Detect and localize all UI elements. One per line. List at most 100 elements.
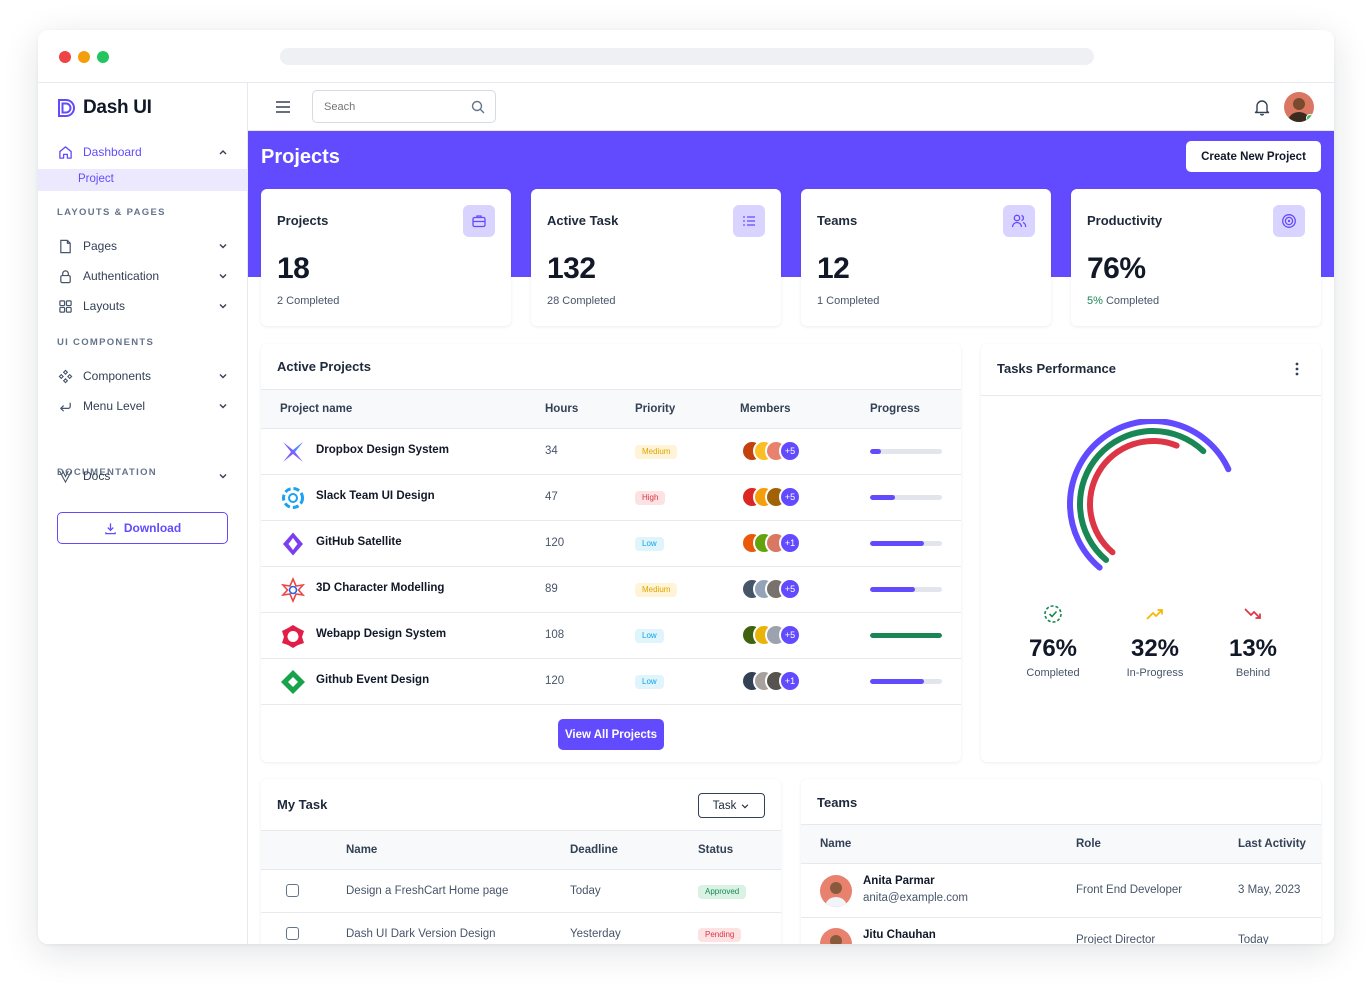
check-circle-icon xyxy=(1044,605,1062,623)
task-filter-dropdown[interactable]: Task xyxy=(698,793,765,818)
radial-ring-1 xyxy=(1076,428,1207,563)
card-title: Tasks Performance xyxy=(997,361,1116,376)
project-logo-icon xyxy=(280,576,306,604)
menu-toggle-icon[interactable] xyxy=(275,100,291,114)
task-checkbox[interactable] xyxy=(286,884,299,897)
address-bar[interactable] xyxy=(280,48,1094,65)
list-icon xyxy=(733,205,765,237)
maximize-window-button[interactable] xyxy=(97,51,109,63)
top-navbar xyxy=(248,83,1334,131)
perf-value: 76% xyxy=(1028,635,1078,662)
project-hours: 34 xyxy=(545,445,558,457)
minimize-window-button[interactable] xyxy=(78,51,90,63)
table-row[interactable]: Webapp Design System 108 Low +5 xyxy=(261,613,961,659)
more-members-badge: +1 xyxy=(779,670,801,692)
priority-badge: Low xyxy=(635,537,664,551)
search-icon[interactable] xyxy=(471,100,485,114)
sidebar-item-components[interactable]: Components xyxy=(57,365,229,387)
table-row[interactable]: Slack Team UI Design 47 High +5 xyxy=(261,475,961,521)
progress-fill xyxy=(870,587,916,592)
perf-in-progress: 32% In-Progress xyxy=(1110,604,1200,679)
table-row: Jitu Chauhan Project Director Today xyxy=(801,918,1321,944)
table-row[interactable]: GitHub Satellite 120 Low +1 xyxy=(261,521,961,567)
member-avatar xyxy=(820,875,852,907)
card-title: Teams xyxy=(817,795,858,810)
column-header: Name xyxy=(820,838,852,850)
bell-icon[interactable] xyxy=(1254,98,1270,116)
project-name[interactable]: 3D Character Modelling xyxy=(316,582,445,594)
more-members-badge: +1 xyxy=(779,532,801,554)
project-hours: 120 xyxy=(545,537,565,549)
table-header: Name Role Last Activity xyxy=(801,824,1321,864)
tasks-radial-chart xyxy=(1067,419,1232,571)
tasks-performance-card: Tasks Performance 76% Completed 32% In-P… xyxy=(981,344,1321,762)
search-input[interactable] xyxy=(324,99,464,115)
sidebar-item-dashboard[interactable]: Dashboard xyxy=(57,141,229,163)
task-checkbox[interactable] xyxy=(286,927,299,940)
table-row[interactable]: 3D Character Modelling 89 Medium +5 xyxy=(261,567,961,613)
task-filter-label: Task xyxy=(712,799,737,812)
download-label: Download xyxy=(123,521,182,535)
view-all-projects-button[interactable]: View All Projects xyxy=(558,719,664,750)
perf-value: 32% xyxy=(1130,635,1180,662)
sidebar-item-authentication[interactable]: Authentication xyxy=(57,265,229,287)
table-row[interactable]: Github Event Design 120 Low +1 xyxy=(261,659,961,705)
close-window-button[interactable] xyxy=(59,51,71,63)
priority-badge: Medium xyxy=(635,583,678,597)
page-title: Projects xyxy=(261,146,340,168)
more-members-badge: +5 xyxy=(779,624,801,646)
task-name: Design a FreshCart Home page xyxy=(346,885,509,897)
column-header: Priority xyxy=(635,403,676,415)
sidebar-subitem-project[interactable]: Project xyxy=(38,169,247,191)
table-row[interactable]: Dropbox Design System 34 Medium +5 xyxy=(261,429,961,475)
sidebar-item-pages[interactable]: Pages xyxy=(57,235,229,257)
download-button[interactable]: Download xyxy=(57,512,228,544)
priority-badge: Low xyxy=(635,629,664,643)
card-title: My Task xyxy=(277,797,328,812)
project-name[interactable]: Github Event Design xyxy=(316,674,430,686)
member-avatars[interactable]: +1 xyxy=(741,532,805,554)
member-avatars[interactable]: +5 xyxy=(741,486,805,508)
more-options-icon[interactable] xyxy=(1295,362,1299,376)
sidebar-item-docs[interactable]: Docs xyxy=(57,465,229,487)
chevron-down-icon xyxy=(219,474,227,479)
task-deadline: Today xyxy=(570,885,601,897)
window-titlebar xyxy=(38,30,1334,83)
stat-subtext: 5% Completed xyxy=(1087,295,1160,307)
table-header: Project name Hours Priority Members Prog… xyxy=(261,389,961,429)
project-name[interactable]: Webapp Design System xyxy=(316,628,447,640)
member-name: Anita Parmar xyxy=(863,875,935,887)
table-row: Design a FreshCart Home page Today Appro… xyxy=(261,870,781,913)
table-row: Dash UI Dark Version Design Yesterday Pe… xyxy=(261,913,781,944)
stat-card-productivity: Productivity 76% 5% Completed xyxy=(1071,189,1321,326)
section-heading-layouts: LAYOUTS & PAGES xyxy=(57,207,166,218)
create-project-button[interactable]: Create New Project xyxy=(1186,141,1321,172)
project-logo-icon xyxy=(280,439,306,465)
member-last-activity: Today xyxy=(1238,934,1269,944)
member-avatars[interactable]: +5 xyxy=(741,578,805,600)
member-avatars[interactable]: +1 xyxy=(741,670,805,692)
project-name[interactable]: Dropbox Design System xyxy=(316,444,449,456)
member-avatars[interactable]: +5 xyxy=(741,440,805,462)
project-name[interactable]: GitHub Satellite xyxy=(316,536,402,548)
sidebar-item-label: Dashboard xyxy=(83,145,142,159)
radial-ring-0 xyxy=(1067,419,1232,571)
project-name[interactable]: Slack Team UI Design xyxy=(316,490,435,502)
user-avatar[interactable] xyxy=(1284,92,1314,122)
member-email: anita@example.com xyxy=(863,892,968,904)
sidebar-item-layouts[interactable]: Layouts xyxy=(57,295,229,317)
member-avatars[interactable]: +5 xyxy=(741,624,805,646)
project-logo-icon xyxy=(280,669,306,695)
home-icon xyxy=(57,144,73,160)
brand-logo[interactable]: Dash UI xyxy=(57,97,152,119)
progress-bar xyxy=(870,587,942,592)
stat-title: Productivity xyxy=(1087,213,1163,228)
chevron-down-icon xyxy=(219,244,227,249)
progress-bar xyxy=(870,495,942,500)
stat-title: Teams xyxy=(817,213,858,228)
project-hours: 89 xyxy=(545,583,558,595)
dashui-logo-icon xyxy=(58,99,75,117)
sidebar-item-menu-level[interactable]: Menu Level xyxy=(57,395,229,417)
section-heading-ui: UI COMPONENTS xyxy=(57,337,155,348)
project-hours: 108 xyxy=(545,629,565,641)
